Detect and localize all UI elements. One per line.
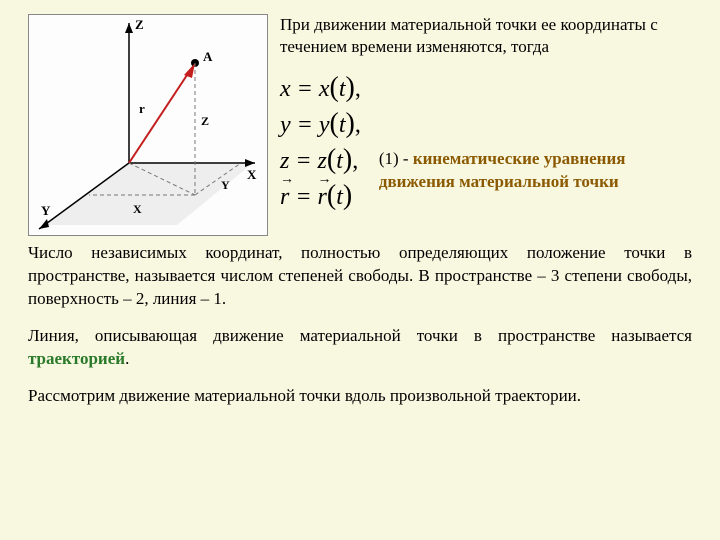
- paragraph-trajectory: Линия, описывающая движение материальной…: [28, 325, 692, 371]
- trajectory-suffix: .: [125, 349, 129, 368]
- paragraph-degrees-of-freedom: Число независимых координат, полностью о…: [28, 242, 692, 311]
- equation-x: x = x(t),: [280, 72, 361, 104]
- svg-text:X: X: [133, 202, 142, 216]
- equation-caption: (1) - кинематические уравнения движения …: [379, 72, 692, 194]
- equation-y: y = y(t),: [280, 108, 361, 140]
- svg-text:A: A: [203, 49, 213, 64]
- svg-text:Y: Y: [221, 178, 230, 192]
- svg-text:Z: Z: [201, 114, 209, 128]
- trajectory-prefix: Линия, описывающая движение материальной…: [28, 326, 692, 345]
- axes-svg: Y X Z A r Z Y X: [29, 15, 267, 235]
- paragraph-consider: Рассмотрим движение материальной точки в…: [28, 385, 692, 408]
- svg-text:X: X: [247, 167, 257, 182]
- intro-text: При движении материальной точки ее коорд…: [280, 14, 692, 58]
- svg-text:Y: Y: [41, 203, 51, 218]
- trajectory-term: траекторией: [28, 349, 125, 368]
- equation-r: r = r(t): [280, 180, 361, 212]
- equation-number: (1) -: [379, 149, 413, 168]
- svg-text:r: r: [139, 101, 145, 116]
- coordinate-diagram: Y X Z A r Z Y X: [28, 14, 268, 236]
- equation-name: кинематические уравнения движения матери…: [379, 149, 626, 191]
- equation-block: x = x(t), y = y(t), z = z(t), r = r(t): [280, 72, 361, 216]
- svg-text:Z: Z: [135, 17, 144, 32]
